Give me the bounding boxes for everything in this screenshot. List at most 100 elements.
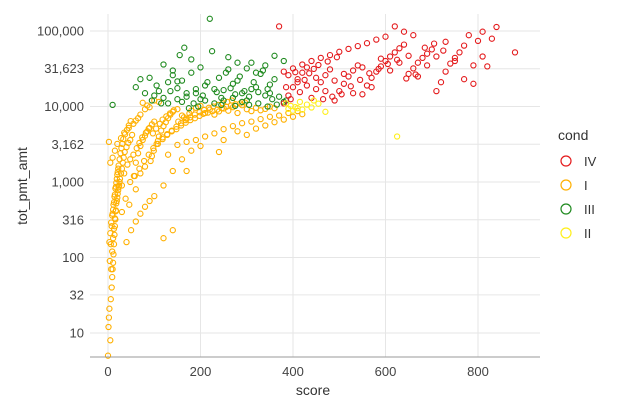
data-point xyxy=(105,138,113,146)
data-point xyxy=(440,47,447,54)
data-point xyxy=(108,284,115,291)
data-point xyxy=(252,125,260,132)
data-point xyxy=(296,88,304,96)
series-IV xyxy=(275,23,519,107)
data-point xyxy=(114,171,121,178)
data-point xyxy=(137,76,144,83)
data-point xyxy=(289,113,297,120)
data-point xyxy=(154,140,162,148)
data-point xyxy=(118,145,125,152)
legend-marker xyxy=(560,155,572,167)
data-point xyxy=(174,141,181,149)
data-point xyxy=(280,57,287,65)
data-point xyxy=(118,208,126,216)
data-point xyxy=(110,199,118,206)
data-point xyxy=(181,44,188,51)
data-point xyxy=(285,72,292,79)
data-point xyxy=(132,186,139,193)
data-point xyxy=(164,79,172,86)
data-point xyxy=(127,156,134,163)
data-point xyxy=(137,210,144,217)
data-point xyxy=(109,154,116,161)
data-point xyxy=(460,42,468,49)
data-point xyxy=(248,59,255,66)
data-point xyxy=(299,69,306,76)
data-point xyxy=(106,305,113,312)
data-point xyxy=(141,90,149,97)
x-tick-label: 200 xyxy=(190,364,212,379)
data-point xyxy=(109,206,117,213)
data-point xyxy=(150,145,157,152)
data-point xyxy=(326,51,334,59)
legend-label: IV xyxy=(584,154,597,169)
data-point xyxy=(167,87,174,95)
data-point xyxy=(248,107,255,115)
data-point xyxy=(456,49,463,56)
data-point xyxy=(484,63,491,70)
data-point xyxy=(423,50,431,57)
data-point xyxy=(148,152,156,160)
data-point xyxy=(340,80,348,87)
data-point xyxy=(232,102,239,110)
data-point xyxy=(303,64,311,71)
data-point xyxy=(262,122,269,129)
x-tick-label: 800 xyxy=(467,364,489,379)
data-point xyxy=(373,36,380,43)
data-point xyxy=(159,116,166,123)
data-point xyxy=(299,61,306,68)
data-point xyxy=(192,90,200,97)
legend-label: I xyxy=(584,178,588,193)
data-point xyxy=(166,110,174,117)
data-point xyxy=(280,68,287,75)
data-point xyxy=(310,65,317,73)
data-point xyxy=(178,98,186,106)
data-point xyxy=(110,251,117,258)
data-point xyxy=(324,58,331,65)
data-point xyxy=(294,79,301,86)
data-point xyxy=(347,83,354,90)
data-point xyxy=(168,127,175,134)
data-point xyxy=(170,107,177,114)
data-point xyxy=(488,35,496,42)
data-point xyxy=(400,28,408,35)
data-point xyxy=(109,235,117,242)
x-tick-label: 400 xyxy=(282,364,304,379)
data-point xyxy=(107,337,114,344)
data-point xyxy=(377,55,385,62)
data-point xyxy=(299,111,306,118)
y-tick-label: 10,000 xyxy=(44,99,84,114)
data-point xyxy=(197,142,204,150)
data-point xyxy=(145,151,152,158)
data-point xyxy=(160,61,167,68)
legend-title: cond xyxy=(558,127,588,143)
data-point xyxy=(159,135,166,143)
data-point xyxy=(141,203,149,210)
data-point xyxy=(109,101,116,109)
data-point xyxy=(220,126,227,133)
data-point xyxy=(188,69,195,76)
data-point xyxy=(127,178,134,186)
data-point xyxy=(142,129,150,136)
data-point xyxy=(419,54,426,62)
data-point xyxy=(479,53,486,60)
data-point xyxy=(430,40,438,47)
data-point xyxy=(421,44,428,51)
data-point xyxy=(359,91,366,98)
data-point xyxy=(201,97,209,104)
data-point xyxy=(308,104,315,111)
data-point xyxy=(199,92,206,99)
data-point xyxy=(301,76,308,84)
data-point xyxy=(296,98,304,106)
data-point xyxy=(106,257,113,265)
data-point xyxy=(146,74,153,81)
data-point xyxy=(160,182,167,189)
data-point xyxy=(127,117,134,125)
data-point xyxy=(169,227,176,234)
data-point xyxy=(152,125,160,132)
data-point xyxy=(317,54,324,62)
data-point xyxy=(410,65,417,72)
data-point xyxy=(234,109,241,117)
data-point xyxy=(211,100,218,107)
data-point xyxy=(275,112,283,119)
data-point xyxy=(109,212,116,219)
